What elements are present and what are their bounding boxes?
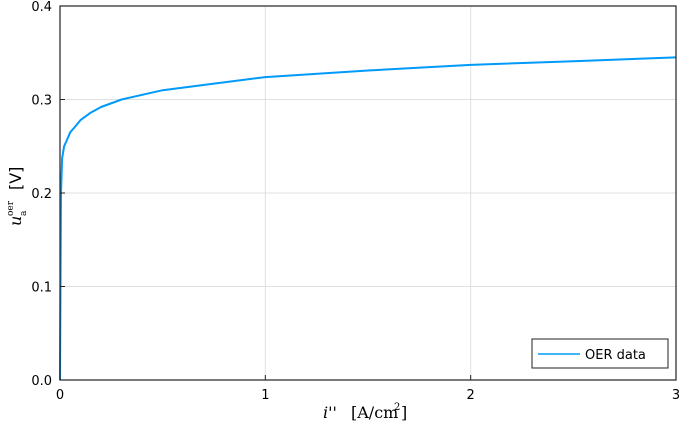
grid-lines <box>59 5 677 381</box>
y-tick-label: 0.3 <box>31 94 52 109</box>
legend-label: OER data <box>585 348 646 363</box>
data-series-oer <box>59 56 677 381</box>
svg-text:[A/cm: [A/cm <box>351 403 398 422</box>
y-tick-label: 0.4 <box>31 0 52 15</box>
y-tick-label: 0.0 <box>31 374 52 389</box>
svg-text:oer: oer <box>6 200 16 216</box>
legend: OER data <box>531 338 669 369</box>
svg-text:[V]: [V] <box>6 167 25 190</box>
y-tick-label: 0.1 <box>31 281 52 296</box>
x-tick-label: 0 <box>56 388 64 403</box>
x-tick-label: 2 <box>467 388 475 403</box>
axes <box>59 5 677 381</box>
svg-text:a: a <box>19 210 29 216</box>
tick-labels: 0 1 2 3 0.0 0.1 0.2 0.3 0.4 <box>31 0 680 403</box>
x-tick-label: 1 <box>261 388 269 403</box>
svg-text:u: u <box>6 216 25 226</box>
x-axis-label: i'' [A/cm 2 ] <box>323 402 407 422</box>
svg-text:2: 2 <box>394 402 400 413</box>
y-tick-label: 0.2 <box>31 187 52 202</box>
svg-text:i'': i'' <box>323 403 337 422</box>
x-tick-label: 3 <box>672 388 680 403</box>
y-axis-label: u oer a [V] <box>6 167 29 226</box>
svg-text:]: ] <box>401 403 407 422</box>
